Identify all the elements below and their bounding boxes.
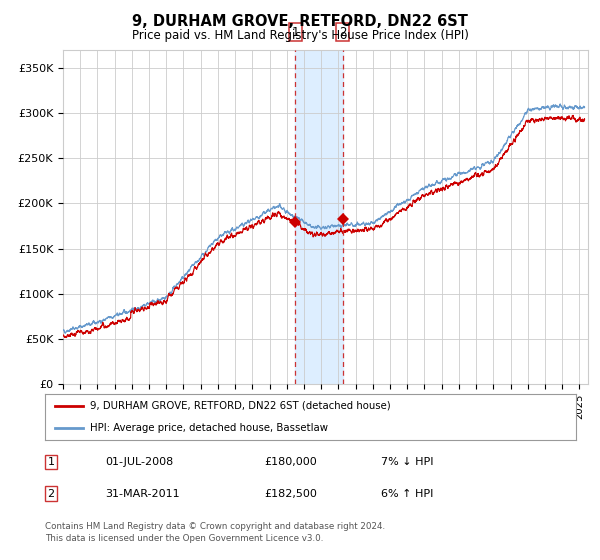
Text: £180,000: £180,000: [264, 457, 317, 467]
Text: 6% ↑ HPI: 6% ↑ HPI: [381, 489, 433, 499]
Text: 9, DURHAM GROVE, RETFORD, DN22 6ST: 9, DURHAM GROVE, RETFORD, DN22 6ST: [132, 14, 468, 29]
Bar: [295, 50, 343, 384]
Text: 01-JUL-2008: 01-JUL-2008: [105, 457, 173, 467]
Text: 9, DURHAM GROVE, RETFORD, DN22 6ST (detached house): 9, DURHAM GROVE, RETFORD, DN22 6ST (deta…: [90, 400, 391, 410]
Text: Contains HM Land Registry data © Crown copyright and database right 2024.: Contains HM Land Registry data © Crown c…: [45, 522, 385, 531]
Text: 1: 1: [47, 457, 55, 467]
Text: HPI: Average price, detached house, Bassetlaw: HPI: Average price, detached house, Bass…: [90, 423, 328, 433]
Text: Price paid vs. HM Land Registry's House Price Index (HPI): Price paid vs. HM Land Registry's House …: [131, 29, 469, 42]
Text: This data is licensed under the Open Government Licence v3.0.: This data is licensed under the Open Gov…: [45, 534, 323, 543]
Text: 2: 2: [47, 489, 55, 499]
Text: 7% ↓ HPI: 7% ↓ HPI: [381, 457, 433, 467]
Text: £182,500: £182,500: [264, 489, 317, 499]
Text: 2: 2: [339, 26, 346, 39]
Text: 1: 1: [292, 26, 299, 39]
Text: 31-MAR-2011: 31-MAR-2011: [105, 489, 179, 499]
